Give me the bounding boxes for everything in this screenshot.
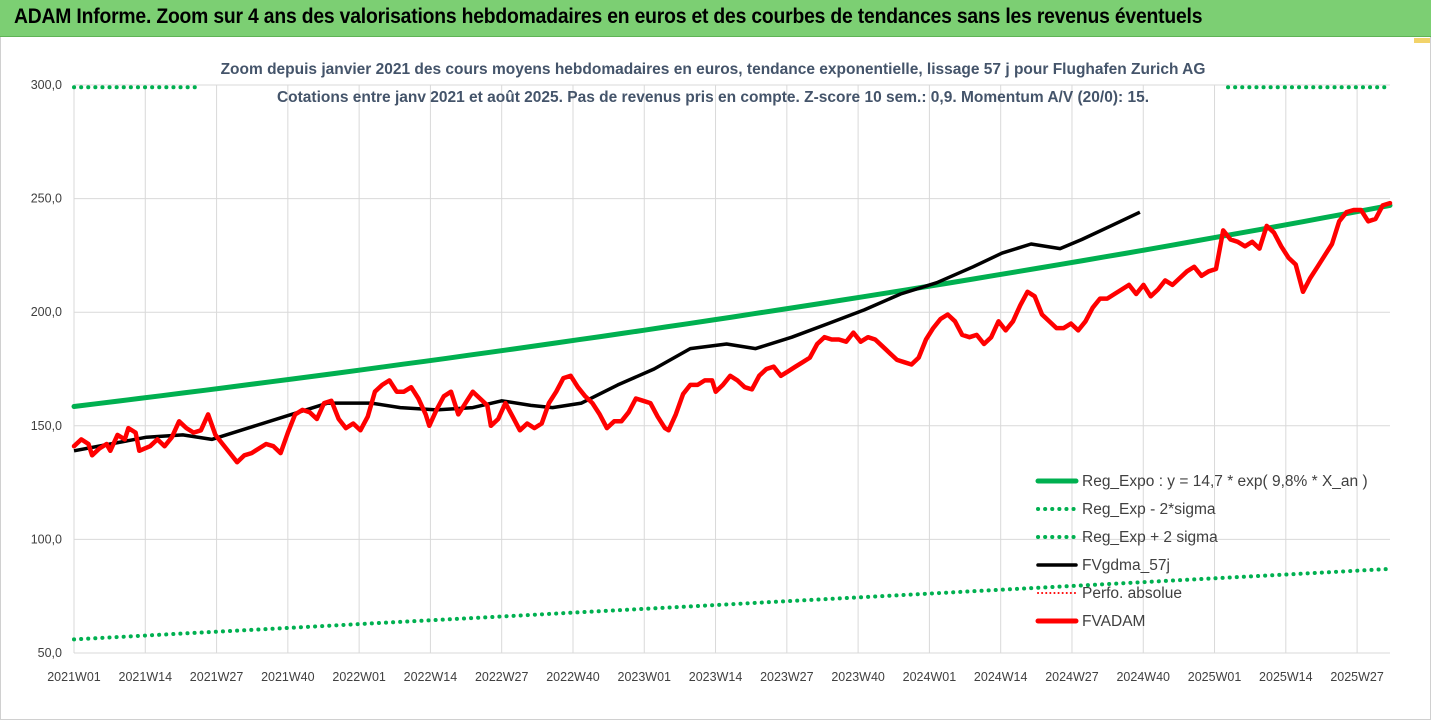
legend-label: FVgdma_57j <box>1082 557 1170 574</box>
y-axis-ticks: 50,0 100,0 150,0 200,0 250,0 300,0 <box>31 78 62 660</box>
x-tick-label: 2022W40 <box>546 670 600 684</box>
x-tick-label: 2025W14 <box>1259 670 1313 684</box>
series-reg-exp-minus-2sigma <box>72 566 1392 642</box>
x-tick-label: 2021W27 <box>190 670 244 684</box>
legend-label: FVADAM <box>1082 613 1145 630</box>
legend-label: Perfo. absolue <box>1082 585 1182 602</box>
y-tick-label: 300,0 <box>31 78 62 92</box>
series-reg-expo <box>71 202 1393 409</box>
legend: Reg_Expo : y = 14,7 * exp( 9,8% * X_an )… <box>1035 473 1368 630</box>
x-tick-label: 2023W14 <box>689 670 743 684</box>
x-tick-label: 2024W01 <box>903 670 957 684</box>
report-banner-title: ADAM Informe. Zoom sur 4 ans des valoris… <box>14 5 1203 28</box>
x-tick-label: 2021W40 <box>261 670 315 684</box>
x-tick-label: 2023W27 <box>760 670 814 684</box>
y-tick-label: 50,0 <box>38 646 62 660</box>
y-tick-label: 200,0 <box>31 305 62 319</box>
x-tick-label: 2022W01 <box>332 670 386 684</box>
x-tick-label: 2022W14 <box>404 670 458 684</box>
y-tick-label: 100,0 <box>31 532 62 546</box>
x-tick-label: 2025W01 <box>1188 670 1242 684</box>
x-tick-label: 2023W40 <box>831 670 885 684</box>
chart-subtitle: Cotations entre janv 2021 et août 2025. … <box>277 89 1149 106</box>
x-tick-label: 2021W14 <box>119 670 173 684</box>
series-fvadam <box>71 200 1393 465</box>
x-tick-label: 2023W01 <box>618 670 672 684</box>
x-tick-label: 2024W27 <box>1045 670 1099 684</box>
chart-title: Zoom depuis janvier 2021 des cours moyen… <box>221 61 1206 78</box>
x-axis-ticks: 2021W01 2021W14 2021W27 2021W40 2022W01 2022W… <box>47 670 1384 684</box>
report-banner: ADAM Informe. Zoom sur 4 ans des valoris… <box>0 0 1431 37</box>
x-tick-label: 2025W27 <box>1330 670 1384 684</box>
series-fvgdma-57j <box>73 210 1141 453</box>
x-tick-label: 2022W27 <box>475 670 529 684</box>
corner-marker <box>1414 38 1430 43</box>
x-tick-label: 2021W01 <box>47 670 101 684</box>
gridlines <box>73 84 1390 654</box>
x-tick-label: 2024W40 <box>1116 670 1170 684</box>
legend-label: Reg_Exp + 2 sigma <box>1082 529 1218 546</box>
legend-label: Reg_Expo : y = 14,7 * exp( 9,8% * X_an ) <box>1082 473 1368 490</box>
y-tick-label: 150,0 <box>31 419 62 433</box>
legend-label: Reg_Exp - 2*sigma <box>1082 501 1216 518</box>
y-tick-label: 250,0 <box>31 192 62 206</box>
series-layer <box>71 85 1393 642</box>
x-tick-label: 2024W14 <box>974 670 1028 684</box>
